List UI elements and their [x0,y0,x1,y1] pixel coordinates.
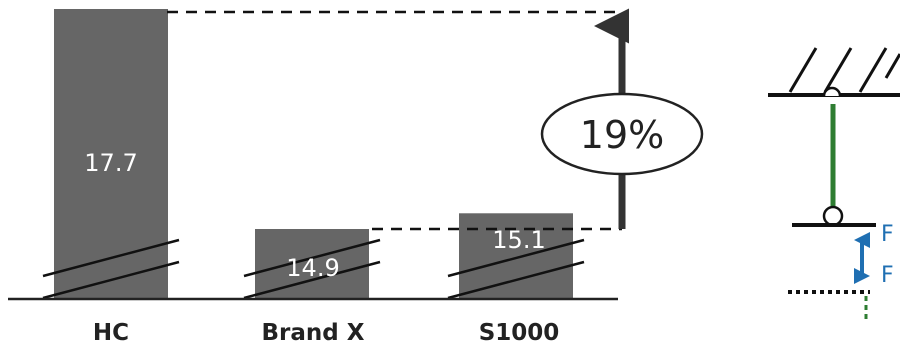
category-label-brand-x: Brand X [262,320,365,346]
hatch-4 [884,53,900,79]
force-label-2: F [881,263,894,288]
axis-break-line-brand-x-1 [243,238,381,278]
bar-hc [54,9,168,299]
hatch-1 [788,47,818,93]
hatch-2 [823,47,853,93]
bottom-pivot [822,205,844,227]
axis-break-line-s1000-1 [447,238,585,278]
axis-break-line-hc-2 [42,260,180,300]
mechanical-diagram: F F [768,47,900,320]
axis-break-line-brand-x-2 [243,260,381,300]
percent-increase-label: 19% [580,113,664,157]
hatch-3 [858,47,888,93]
bars-layer [54,9,573,299]
category-label-s1000: S1000 [479,320,560,346]
percent-ellipse [540,92,704,176]
bar-brand-x [255,229,369,299]
value-label-s1000: 15.1 [492,226,545,254]
axis-break-line-s1000-2 [447,260,585,300]
bar-s1000 [459,213,573,299]
axis-break-marks [42,238,585,300]
force-label-1: F [881,222,894,247]
axis-break-line-hc-1 [42,238,180,278]
value-label-hc: 17.7 [84,149,137,177]
value-label-brand-x: 14.9 [286,254,339,282]
top-pivot [822,86,842,97]
category-label-hc: HC [93,320,129,346]
